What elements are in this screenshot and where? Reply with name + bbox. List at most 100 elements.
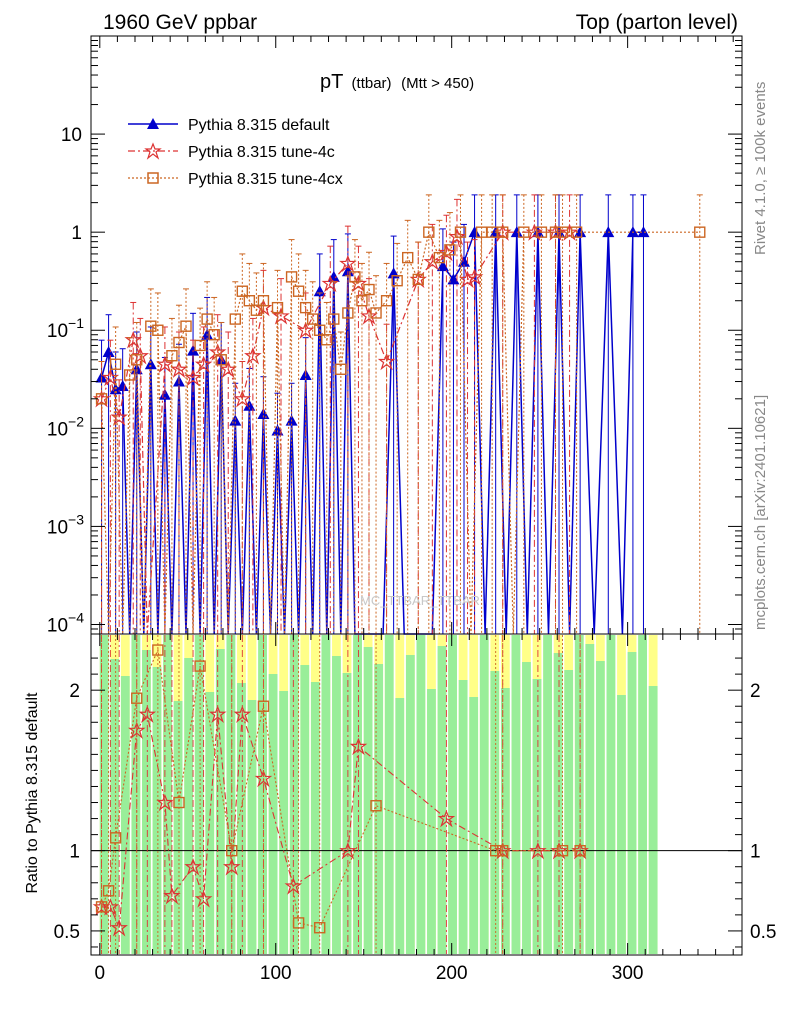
marker-triangle <box>458 255 471 267</box>
y-tick-label-exponent: −1 <box>68 315 84 331</box>
y-tick-label: 1 <box>71 223 82 244</box>
y-tick-label-base: 10 <box>47 321 68 342</box>
ratio-band-green <box>595 661 605 954</box>
x-tick-label: 0 <box>95 963 106 984</box>
marker-triangle <box>102 346 115 358</box>
ratio-band-green <box>184 658 194 954</box>
marker-square <box>497 844 509 857</box>
marker-triangle <box>229 414 242 426</box>
marker-star <box>244 347 262 365</box>
marker-triangle <box>271 424 284 436</box>
marker-star <box>233 705 252 723</box>
ratio-band-green <box>237 683 246 954</box>
marker-square <box>549 226 562 238</box>
marker-square <box>194 660 206 672</box>
series-line-0 <box>100 231 644 635</box>
marker-star <box>156 355 174 373</box>
ratio-band-green <box>194 635 204 954</box>
marker-triangle <box>144 358 157 370</box>
marker-star <box>423 253 442 271</box>
ratio-y-tick-label-right: 0.5 <box>750 922 776 943</box>
marker-square <box>391 275 403 287</box>
ratio-band-green <box>173 701 183 954</box>
marker-square <box>299 301 312 314</box>
marker-square <box>131 354 143 366</box>
marker-square <box>412 273 424 286</box>
marker-square <box>433 251 446 264</box>
marker-square <box>292 917 305 929</box>
marker-star <box>110 919 128 937</box>
ratio-band-green <box>342 673 352 954</box>
ratio-band-green <box>279 691 289 954</box>
ratio-band-green <box>416 635 426 954</box>
legend-label-tune-4cx: Pythia 8.315 tune-4cx <box>188 171 343 188</box>
y-tick-label-base: 10 <box>47 615 68 636</box>
y-tick-label-exponent: −4 <box>68 609 84 625</box>
ratio-band-green <box>300 665 310 954</box>
y-tick-label-base: 10 <box>47 419 68 440</box>
marker-star <box>194 890 213 908</box>
legend-label-tune-4c: Pythia 8.315 tune-4c <box>188 144 335 161</box>
ratio-band-green <box>99 635 109 954</box>
watermark: MC_TTBAR_TTBAR <box>360 593 480 608</box>
ratio-band-green <box>458 680 468 954</box>
marker-square <box>173 336 185 349</box>
marker-square <box>321 334 333 346</box>
ratio-band-green <box>395 698 405 954</box>
plot-title-sub: (ttbar) <box>352 75 392 92</box>
marker-square <box>109 832 122 844</box>
mcplots-label: mcplots.cern.ch [arXiv:2401.10621] <box>752 395 769 630</box>
marker-star <box>131 347 150 365</box>
ratio-y-tick-label-right: 1 <box>750 842 761 863</box>
marker-square <box>95 901 108 913</box>
marker-triangle <box>436 260 449 272</box>
marker-square <box>570 226 583 238</box>
ratio-line-1 <box>101 712 581 928</box>
ratio-band-green <box>585 644 595 954</box>
marker-square <box>292 285 305 297</box>
marker-star <box>233 390 252 408</box>
marker-triangle <box>553 226 566 238</box>
marker-square <box>194 339 206 352</box>
ratio-band-green <box>163 635 172 954</box>
marker-star <box>219 360 238 379</box>
marker-square <box>180 320 192 332</box>
marker-star <box>550 842 568 860</box>
ratio-band-green <box>289 635 299 954</box>
header-left: 1960 GeV ppbar <box>103 11 257 34</box>
marker-triangle <box>387 267 400 279</box>
ratio-band-green <box>437 646 447 954</box>
ratio-band-green <box>247 700 257 954</box>
y-tick-label: 10−1 <box>47 315 84 342</box>
marker-square <box>208 329 220 341</box>
marker-square <box>556 844 569 857</box>
marker-star <box>138 705 157 723</box>
ratio-band-green <box>427 689 436 954</box>
ratio-band-green <box>363 647 373 954</box>
marker-square <box>370 307 382 319</box>
ratio-band-green <box>543 635 552 954</box>
marker-star <box>339 254 357 273</box>
marker-star <box>110 408 128 426</box>
marker-square <box>694 226 706 238</box>
ratio-band-green <box>627 652 637 954</box>
marker-square <box>335 363 347 375</box>
marker-square <box>370 800 382 812</box>
ratio-panel <box>91 635 742 954</box>
x-tick-label: 100 <box>260 963 292 984</box>
marker-square <box>152 324 164 336</box>
ratio-band-green <box>490 671 500 954</box>
marker-square <box>131 692 143 704</box>
marker-triangle <box>468 226 481 238</box>
marker-star <box>170 360 188 379</box>
marker-square <box>444 244 456 256</box>
ratio-y-label: Ratio to Pythia 8.315 default <box>24 692 41 894</box>
marker-star <box>339 842 357 860</box>
marker-square <box>535 226 548 238</box>
marker-square <box>226 844 238 857</box>
marker-square <box>257 700 270 712</box>
marker-star <box>222 858 241 876</box>
y-tick-label-exponent: −3 <box>68 511 84 527</box>
legend: Pythia 8.315 default Pythia 8.315 tune-4… <box>128 117 343 188</box>
